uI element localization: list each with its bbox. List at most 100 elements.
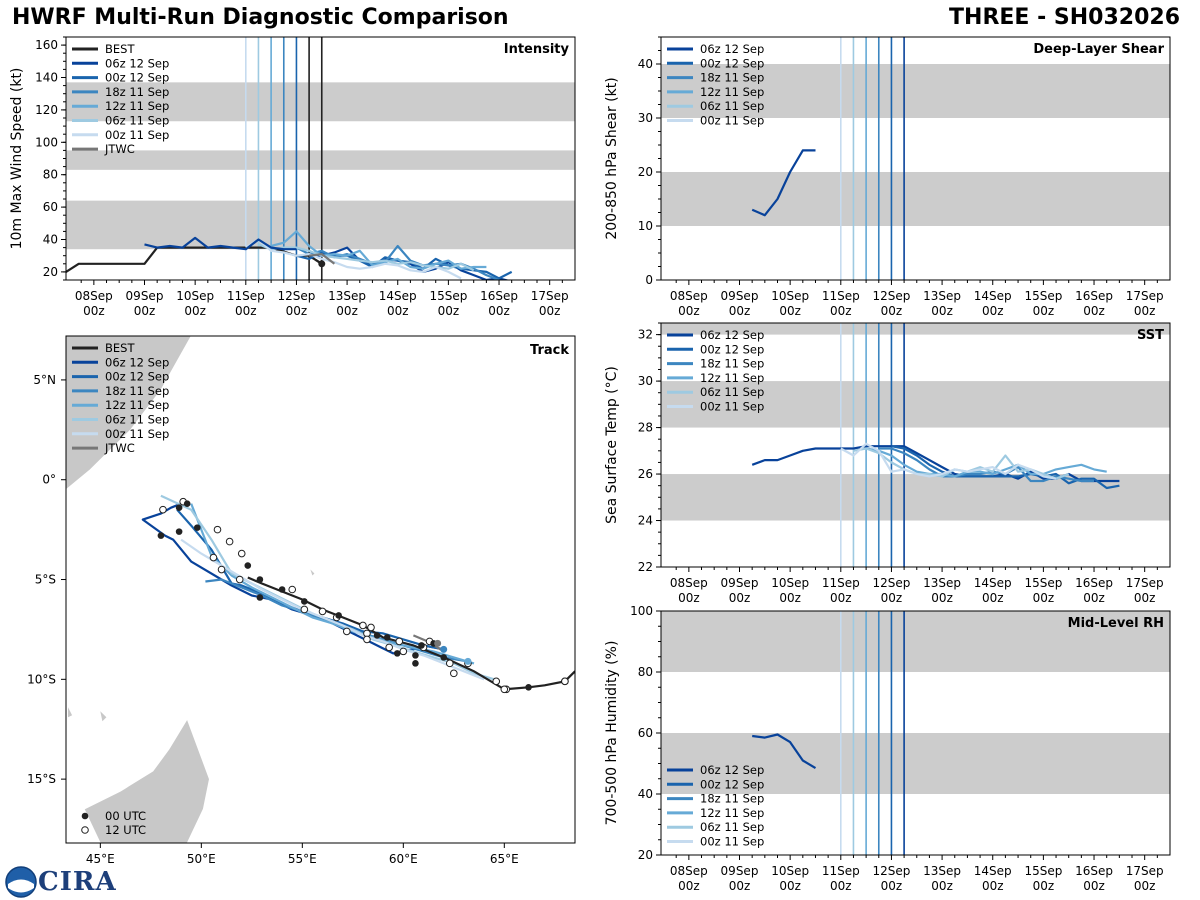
x-tick-label: 65°E — [490, 852, 519, 866]
marker-00utc — [373, 632, 381, 639]
x-tick-label: 00z — [1033, 591, 1055, 605]
map-area — [66, 336, 575, 843]
legend-label: 00z 11 Sep — [105, 128, 169, 142]
y-tick-label: 40 — [638, 57, 653, 71]
x-tick-label: 00z — [539, 304, 561, 318]
x-tick-label: 00z — [134, 304, 156, 318]
x-tick-label: 00z — [881, 304, 903, 318]
track-end-point — [464, 657, 472, 665]
x-tick-label: 00z — [931, 879, 953, 893]
marker-00utc — [256, 576, 264, 583]
legend-label: 06z 11 Sep — [105, 413, 169, 427]
y-tick-label: 20 — [638, 848, 653, 862]
legend-label: 12z 11 Sep — [700, 806, 764, 820]
marker-12utc — [237, 549, 246, 558]
series-00z-11-sep — [245, 238, 462, 280]
marker-12utc — [209, 553, 218, 562]
legend-label: 12z 11 Sep — [105, 398, 169, 412]
axes-frame — [65, 335, 576, 844]
legend-label: 12z 11 Sep — [105, 99, 169, 113]
panel-title: Intensity — [504, 42, 570, 57]
panel-sst: 22242628303208Sep00z09Sep00z10Sep00z11Se… — [604, 322, 1171, 605]
best-point — [318, 260, 326, 268]
marker-12utc — [213, 525, 222, 534]
y-tick-label: 5°N — [33, 373, 56, 387]
y-tick-label: 30 — [638, 111, 653, 125]
x-tick-label: 08Sep — [75, 289, 113, 303]
y-tick-label: 5°S — [35, 573, 56, 587]
x-tick-label: 13Sep — [923, 576, 961, 590]
series-06z-12-sep — [144, 236, 297, 251]
x-tick-label: 00z — [235, 304, 257, 318]
x-tick-label: 14Sep — [379, 289, 417, 303]
y-tick-label: 80 — [43, 168, 58, 182]
marker-12utc — [367, 623, 375, 632]
marker-12utc — [225, 537, 234, 546]
y-tick-label: 10 — [638, 219, 653, 233]
x-tick-label: 00z — [982, 304, 1004, 318]
legend-label: 06z 11 Sep — [105, 114, 169, 128]
panel-title: Mid-Level RH — [1068, 616, 1164, 631]
y-tick-label: 10°S — [27, 672, 56, 686]
x-tick-label: 00z — [982, 879, 1004, 893]
series-00z-11-sep — [840, 442, 1057, 480]
x-tick-label: 50°E — [187, 852, 216, 866]
panel-title: Deep-Layer Shear — [1033, 42, 1164, 57]
legend-label: 00z 11 Sep — [700, 400, 764, 414]
marker-12utc — [363, 635, 371, 644]
legend-label: 00z 11 Sep — [105, 427, 169, 441]
marker-12utc — [450, 669, 458, 678]
x-tick-label: 15Sep — [429, 289, 467, 303]
x-tick-label: 10Sep — [771, 864, 809, 878]
x-tick-label: 14Sep — [974, 289, 1012, 303]
plot-area — [66, 37, 575, 280]
x-tick-label: 10Sep — [771, 289, 809, 303]
y-tick-label: 20 — [638, 165, 653, 179]
axes-frame — [660, 322, 1171, 568]
panel-track: 45°E 50°E 55°E 60°E 65°E 5°N 0° 5°S 10°S 15°S Trac… — [27, 335, 576, 866]
track-end-point — [440, 645, 448, 653]
panel-title: SST — [1137, 328, 1164, 343]
track-end-point — [434, 639, 442, 647]
marker-00utc — [440, 654, 448, 661]
land-africa — [66, 336, 192, 491]
y-tick-label: 15°S — [27, 772, 56, 786]
x-tick-label: 11Sep — [822, 289, 860, 303]
legend-label: 00z 12 Sep — [700, 777, 764, 791]
x-tick-label: 00z — [881, 879, 903, 893]
x-tick-label: 00z — [678, 304, 700, 318]
marker-12utc — [445, 659, 454, 668]
y-axis-label: Sea Surface Temp (°C) — [604, 366, 620, 524]
legend-label: 06z 11 Sep — [700, 385, 764, 399]
marker-00utc — [383, 634, 391, 641]
plot-area — [661, 37, 1170, 280]
marker-12utc — [342, 627, 351, 636]
marker-12utc — [359, 621, 367, 630]
y-axis-label: 200-850 hPa Shear (kt) — [604, 77, 620, 239]
x-tick-label: 15Sep — [1024, 576, 1062, 590]
series-12z-11-sep — [865, 447, 1107, 478]
legend-label: 06z 12 Sep — [700, 763, 764, 777]
track-00z-11-sep — [180, 538, 485, 681]
marker-12utc — [318, 607, 327, 616]
threshold-band — [66, 150, 575, 170]
x-tick-label: 12Sep — [872, 864, 910, 878]
x-tick-label: 00z — [1083, 591, 1105, 605]
legend-label: 00z 12 Sep — [700, 56, 764, 70]
x-tick-label: 00z — [387, 304, 409, 318]
marker-00utc — [412, 652, 419, 659]
threshold-band — [661, 611, 1170, 672]
x-tick-label: 00z — [83, 304, 105, 318]
marker-00utc — [244, 562, 252, 569]
threshold-band — [661, 64, 1170, 118]
legend-label: 00z 11 Sep — [700, 835, 764, 849]
panel-intensity: 2040608010012014016008Sep00z09Sep00z10Se… — [9, 36, 576, 318]
y-tick-label: 24 — [638, 514, 653, 528]
legend-label: 06z 12 Sep — [105, 355, 169, 369]
marker-00utc — [335, 612, 342, 619]
marker-00utc — [157, 532, 165, 539]
legend-label: 06z 12 Sep — [700, 42, 764, 56]
marker-00utc — [256, 594, 264, 601]
legend-label: 06z 11 Sep — [700, 99, 764, 113]
